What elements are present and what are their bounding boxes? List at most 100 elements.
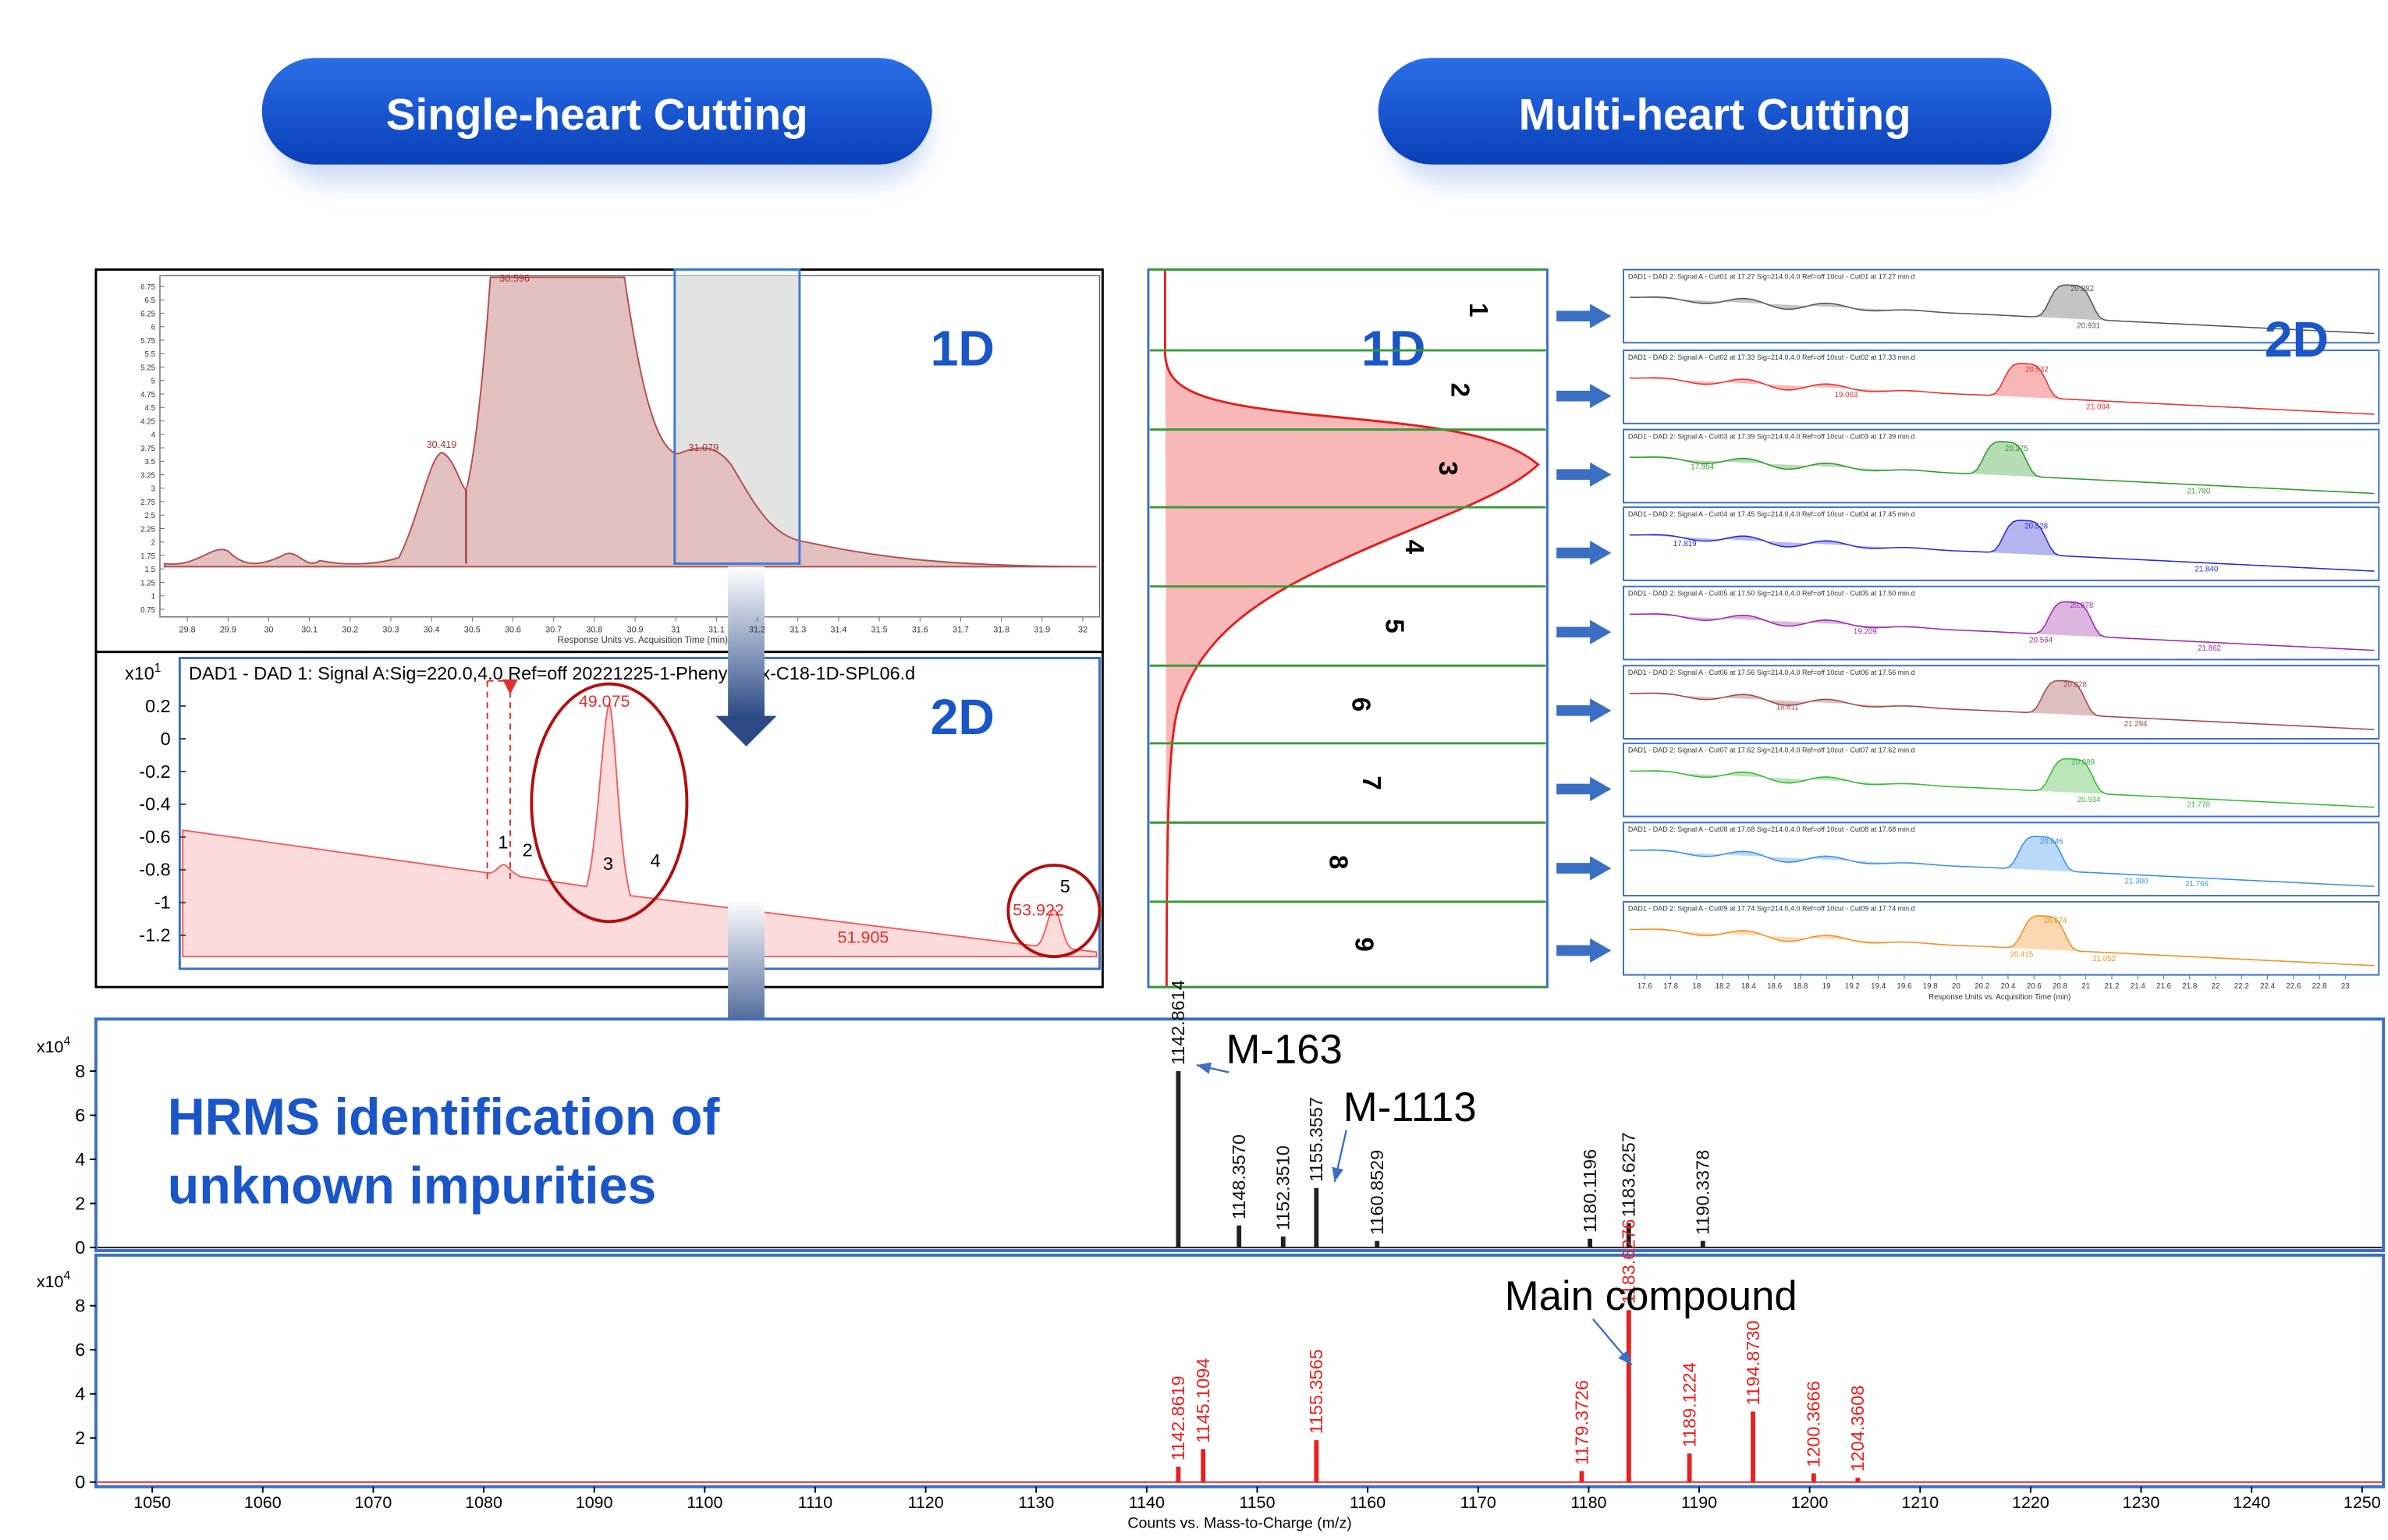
peak-label: 21.052 <box>2092 955 2116 963</box>
trace-header: DAD1 - DAD 2: Signal A - Cut07 at 17.62 … <box>1628 747 1915 754</box>
highlight-circle <box>530 682 689 924</box>
trace-panel <box>1623 350 2380 424</box>
peak-label: 1155.3557 <box>1306 1097 1326 1182</box>
x-tick-label: 21.2 <box>2105 982 2120 991</box>
peak-label: 1204.3608 <box>1847 1386 1868 1472</box>
y-tick-label: 8 <box>75 1295 85 1315</box>
y-unit: x104 <box>37 1269 71 1291</box>
x-tick-label: 1060 <box>244 1493 282 1512</box>
trace-header: DAD1 - DAD 2: Signal A - Cut06 at 17.56 … <box>1628 669 1915 676</box>
cut-window-border <box>673 268 801 565</box>
peak-label: 21.780 <box>2187 487 2210 495</box>
annotation: M-163 <box>1226 1027 1342 1073</box>
peak-number: 1 <box>498 832 508 853</box>
x-tick-label: 21.6 <box>2156 982 2171 991</box>
y-tick-label: 3 <box>151 485 155 494</box>
y-tick-label: 2.5 <box>145 512 156 520</box>
x-tick-label: 1240 <box>2233 1493 2270 1512</box>
x-tick-label: 21.8 <box>2182 982 2197 991</box>
peak-label: 20.889 <box>2071 758 2095 767</box>
x-tick-label: 31.2 <box>749 625 765 634</box>
y-tick-label: 4.75 <box>140 391 156 399</box>
peak-label: 49.075 <box>579 692 630 711</box>
x-tick-label: 31.9 <box>1034 625 1050 634</box>
x-tick-label: 22.8 <box>2312 982 2327 991</box>
trace-panel <box>1623 821 2380 897</box>
peak-number: 3 <box>603 853 613 874</box>
y-tick-label: 4 <box>151 431 156 440</box>
peak-label: 1152.3510 <box>1273 1145 1293 1230</box>
x-tick-label: 32 <box>1078 625 1088 634</box>
cut-number: 8 <box>1323 855 1352 869</box>
x-tick-label: 31.6 <box>912 625 928 634</box>
trace-header: DAD1 - DAD 2: Signal A - Cut09 at 17.74 … <box>1628 905 1915 913</box>
y-unit-base: x10 <box>37 1038 64 1056</box>
peak-label: 20.934 <box>2078 796 2101 804</box>
y-unit-exp: 1 <box>154 662 161 675</box>
x-tick-label: 17.8 <box>1663 982 1678 991</box>
peak-label: 21.004 <box>2086 403 2109 412</box>
x-tick-label: 19.8 <box>1923 982 1938 991</box>
y-tick-label: 3.25 <box>140 471 156 480</box>
peak-label: 30.596 <box>499 273 530 284</box>
x-tick-label: 18.2 <box>1716 982 1730 991</box>
y-tick-label: -0.2 <box>139 761 170 782</box>
x-tick-label: 1230 <box>2123 1493 2160 1512</box>
peak-label: 21.840 <box>2195 566 2218 574</box>
x-tick-label: 31.3 <box>789 625 806 634</box>
peak-label: 21.862 <box>2198 644 2221 653</box>
y-tick-label: 6.5 <box>145 296 156 305</box>
peak-label: 1179.3726 <box>1571 1380 1591 1465</box>
title-button <box>1378 58 2052 165</box>
trace-fill <box>1629 520 2376 572</box>
peak-label: 18.611 <box>1776 703 1798 711</box>
cut-arrow-head <box>1590 619 1612 644</box>
annotation-arrow-head <box>1618 1350 1632 1365</box>
peak-label: 17.819 <box>1673 540 1697 548</box>
panel-label: 1D <box>931 321 995 377</box>
y-tick-label: -0.6 <box>139 827 170 847</box>
peak-label: 20.375 <box>2005 445 2028 453</box>
x-tick-label: 19.6 <box>1897 982 1911 991</box>
peak-label: 20.532 <box>2025 365 2049 374</box>
cut-arrow-head <box>1590 462 1612 487</box>
x-tick-label: 1110 <box>798 1493 833 1512</box>
trace-header: DAD1 - DAD 2: Signal A - Cut02 at 17.33 … <box>1628 353 1915 361</box>
y-tick-label: 4.5 <box>145 404 156 413</box>
x-tick-label: 1200 <box>1791 1493 1829 1512</box>
y-tick-label: 1 <box>151 593 155 601</box>
peak-label: 20.828 <box>2063 681 2087 690</box>
y-tick-label: 2 <box>75 1428 85 1448</box>
annotation-arrow-head <box>1196 1062 1212 1074</box>
x-tick-label: 31.1 <box>708 625 725 634</box>
peak-label: 1142.8614 <box>1168 980 1188 1065</box>
peak-label: 1160.8529 <box>1367 1150 1387 1235</box>
y-tick-label: 8 <box>75 1061 85 1081</box>
flow-arrow-head <box>715 715 777 747</box>
y-tick-label: 6 <box>151 324 155 332</box>
hrms-text: unknown impurities <box>168 1157 657 1215</box>
peak <box>1700 1240 1705 1248</box>
cut-number: 2 <box>1445 383 1474 397</box>
y-unit: x101 <box>125 662 161 683</box>
peak-label: 30.419 <box>427 439 457 450</box>
x-tick-label: 30.2 <box>342 625 358 634</box>
peak-label: 20.674 <box>2044 917 2067 925</box>
peak-label: 1200.3666 <box>1804 1381 1824 1467</box>
x-tick-label: 22 <box>2212 982 2220 991</box>
cut-number: 4 <box>1400 540 1428 555</box>
y-tick-label: -0.4 <box>139 794 170 814</box>
y-tick-label: 2.25 <box>140 525 156 534</box>
plot-frame <box>178 657 1101 970</box>
peak-label: 20.415 <box>2010 951 2033 960</box>
x-tick-label: 31.5 <box>871 625 888 634</box>
peak-label: 31.079 <box>688 442 719 453</box>
peak <box>1176 1070 1181 1248</box>
peak-label: 17.954 <box>1691 463 1714 471</box>
peak-label: 51.905 <box>838 928 889 947</box>
peak-label: 1145.1094 <box>1193 1358 1213 1443</box>
x-tick-label: 21 <box>2081 982 2090 991</box>
peak-label: 21.300 <box>2125 877 2148 885</box>
cut-triangle <box>502 679 518 695</box>
hrms-text: HRMS identification of <box>168 1089 721 1147</box>
